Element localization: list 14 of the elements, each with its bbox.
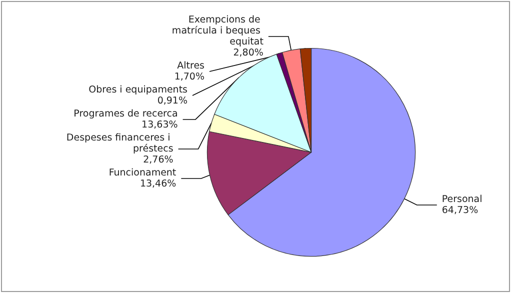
- data-label: 1,70%: [174, 71, 205, 82]
- slice-label: Altres: [177, 60, 205, 72]
- slice-label: Despeses financeres i préstecs: [66, 132, 174, 154]
- data-label: 2,76%: [143, 154, 174, 166]
- data-label: 2,80%: [233, 47, 264, 58]
- data-label: 13,46%: [140, 178, 176, 190]
- slice-label: Programes de recerca: [74, 108, 178, 120]
- data-label: 13,63%: [142, 119, 178, 130]
- slice-label: Exempcions de matrícula i beques equitat: [172, 14, 264, 48]
- slice-label: Personal: [442, 194, 482, 205]
- data-label: 64,73%: [442, 204, 478, 216]
- data-label: 0,91%: [157, 95, 188, 106]
- slice-label: Obres i equipaments: [88, 84, 188, 96]
- slice-label: Funcionament: [108, 167, 176, 178]
